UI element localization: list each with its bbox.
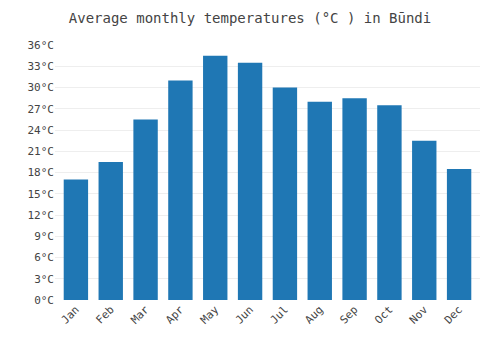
svg-text:24°C: 24°C [28, 124, 55, 137]
svg-text:33°C: 33°C [28, 60, 55, 73]
svg-text:Feb: Feb [94, 303, 117, 326]
svg-text:Jan: Jan [59, 303, 82, 326]
svg-text:Nov: Nov [407, 303, 431, 327]
svg-text:6°C: 6°C [34, 251, 54, 264]
svg-text:15°C: 15°C [28, 188, 55, 201]
svg-text:3°C: 3°C [34, 273, 54, 286]
svg-text:May: May [198, 303, 222, 327]
svg-text:Jun: Jun [233, 303, 256, 326]
svg-text:Apr: Apr [163, 303, 187, 327]
svg-text:Average monthly temperatures (: Average monthly temperatures (°C ) in Bū… [69, 10, 431, 26]
svg-text:30°C: 30°C [28, 81, 55, 94]
svg-text:Sep: Sep [337, 303, 360, 326]
svg-text:12°C: 12°C [28, 209, 55, 222]
svg-text:Aug: Aug [303, 303, 326, 326]
svg-text:Jul: Jul [268, 303, 291, 326]
svg-text:36°C: 36°C [28, 39, 55, 52]
svg-text:27°C: 27°C [28, 103, 55, 116]
svg-text:Dec: Dec [442, 303, 465, 326]
svg-text:9°C: 9°C [34, 230, 54, 243]
svg-text:21°C: 21°C [28, 145, 55, 158]
svg-text:18°C: 18°C [28, 166, 55, 179]
svg-text:Oct: Oct [372, 303, 395, 326]
svg-text:0°C: 0°C [34, 294, 54, 307]
svg-text:Mar: Mar [128, 303, 152, 327]
